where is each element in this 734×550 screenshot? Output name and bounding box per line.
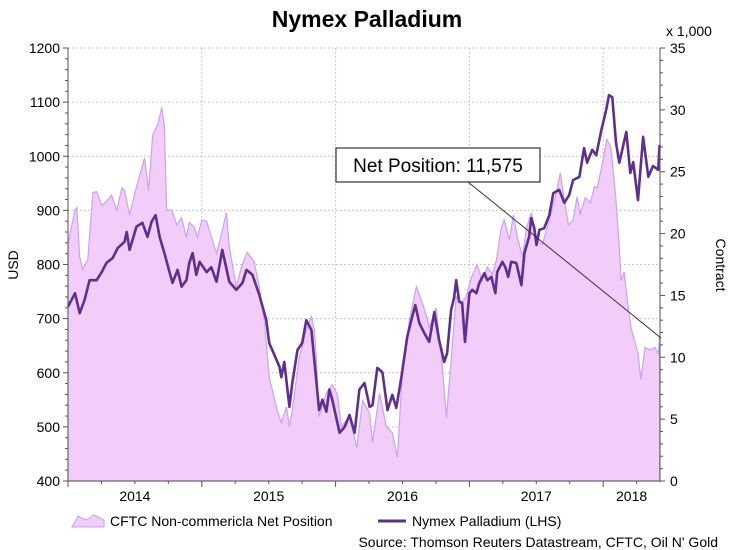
x-tick-label: 2015 bbox=[253, 488, 284, 504]
left-tick-label: 600 bbox=[37, 365, 61, 381]
palladium-line-layer bbox=[66, 93, 661, 435]
net-position-area-layer bbox=[67, 107, 661, 482]
chart-title: Nymex Palladium bbox=[272, 6, 462, 32]
legend-label-net-position: CFTC Non-commericla Net Position bbox=[110, 513, 333, 529]
palladium-price-line bbox=[66, 93, 661, 435]
legend-label-palladium: Nymex Palladium (LHS) bbox=[412, 513, 561, 529]
left-tick-label: 700 bbox=[37, 311, 61, 327]
right-tick-label: 10 bbox=[670, 349, 686, 365]
right-axis-ticks: 0 5 10 15 20 25 30 35 bbox=[660, 40, 686, 489]
right-axis-unit: x 1,000 bbox=[666, 23, 712, 39]
right-tick-label: 30 bbox=[670, 102, 686, 118]
right-tick-label: 0 bbox=[670, 473, 678, 489]
legend: CFTC Non-commericla Net Position Nymex P… bbox=[71, 513, 561, 529]
net-position-area bbox=[67, 107, 661, 482]
annotation-box bbox=[335, 147, 541, 183]
left-axis-ticks: 400 500 600 700 800 900 1000 1100 1200 bbox=[29, 40, 68, 489]
left-tick-label: 1200 bbox=[29, 40, 60, 56]
left-tick-label: 400 bbox=[37, 473, 61, 489]
right-tick-label: 5 bbox=[670, 411, 678, 427]
legend-area-swatch bbox=[71, 514, 105, 528]
right-tick-label: 35 bbox=[670, 40, 686, 56]
right-tick-label: 15 bbox=[670, 287, 686, 303]
annotation-text: Net Position: 11,575 bbox=[353, 156, 523, 177]
left-axis-label: USD bbox=[5, 250, 21, 280]
left-tick-label: 1100 bbox=[30, 94, 60, 110]
left-tick-label: 800 bbox=[37, 257, 61, 273]
left-tick-label: 900 bbox=[37, 202, 61, 218]
right-tick-label: 25 bbox=[670, 164, 686, 180]
x-tick-label: 2017 bbox=[521, 488, 552, 504]
x-axis-ticks: 2014 2015 2016 2017 2018 bbox=[67, 481, 647, 504]
right-tick-label: 20 bbox=[670, 226, 686, 242]
x-tick-label: 2014 bbox=[119, 488, 150, 504]
x-tick-label: 2016 bbox=[387, 488, 418, 504]
right-axis-label: Contract bbox=[713, 239, 729, 292]
left-tick-label: 1000 bbox=[29, 148, 60, 164]
annotation-leader-line bbox=[467, 181, 662, 339]
left-tick-label: 500 bbox=[37, 419, 61, 435]
source-note: Source: Thomson Reuters Datastream, CFTC… bbox=[358, 534, 718, 550]
x-tick-label: 2018 bbox=[616, 488, 647, 504]
